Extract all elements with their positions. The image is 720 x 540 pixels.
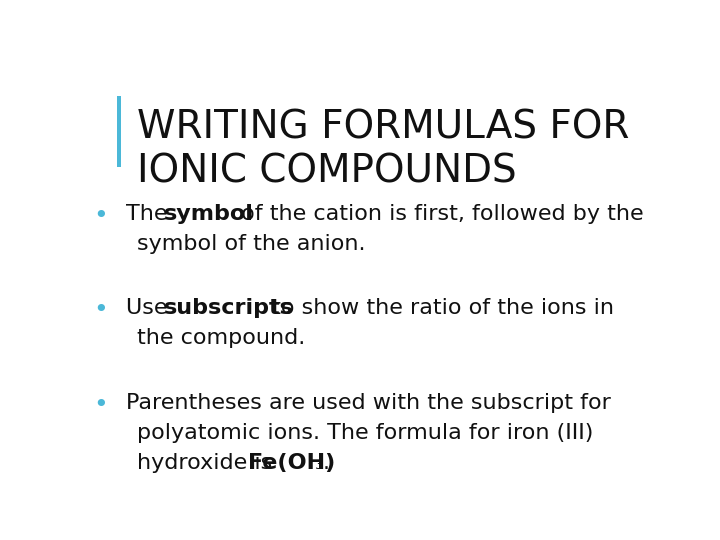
Bar: [117, 96, 121, 167]
Text: •: •: [93, 393, 107, 417]
Text: symbol of the anion.: symbol of the anion.: [138, 234, 366, 254]
Text: •: •: [93, 204, 107, 228]
Text: IONIC COMPOUNDS: IONIC COMPOUNDS: [138, 152, 517, 190]
Text: to show the ratio of the ions in: to show the ratio of the ions in: [265, 298, 613, 318]
Text: the compound.: the compound.: [138, 328, 306, 348]
Text: Use: Use: [126, 298, 175, 318]
Text: of the cation is first, followed by the: of the cation is first, followed by the: [233, 204, 643, 224]
Text: The: The: [126, 204, 175, 224]
Text: Fe(OH): Fe(OH): [248, 453, 335, 473]
Text: WRITING FORMULAS FOR: WRITING FORMULAS FOR: [138, 109, 630, 146]
Text: •: •: [93, 298, 107, 322]
Text: symbol: symbol: [164, 204, 254, 224]
Text: ₃.: ₃.: [315, 453, 331, 473]
Text: subscripts: subscripts: [164, 298, 294, 318]
Text: polyatomic ions. The formula for iron (III): polyatomic ions. The formula for iron (I…: [138, 423, 594, 443]
Text: hydroxide is: hydroxide is: [138, 453, 280, 473]
Text: Parentheses are used with the subscript for: Parentheses are used with the subscript …: [126, 393, 611, 413]
